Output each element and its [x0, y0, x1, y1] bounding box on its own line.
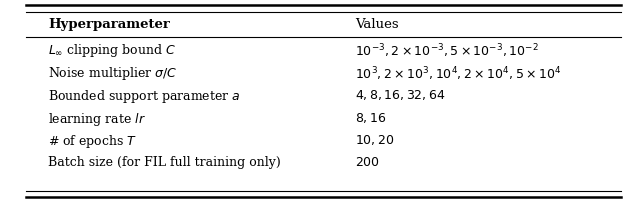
Text: Values: Values: [355, 18, 399, 31]
Text: $10, 20$: $10, 20$: [355, 133, 395, 147]
Text: Batch size (for FIL full training only): Batch size (for FIL full training only): [48, 156, 281, 169]
Text: $10^{-3}, 2 \times 10^{-3}, 5 \times 10^{-3}, 10^{-2}$: $10^{-3}, 2 \times 10^{-3}, 5 \times 10^…: [355, 42, 539, 60]
Text: $L_{\infty}$ clipping bound $C$: $L_{\infty}$ clipping bound $C$: [48, 42, 176, 59]
Text: $10^{3}, 2 \times 10^{3}, 10^{4}, 2 \times 10^{4}, 5 \times 10^{4}$: $10^{3}, 2 \times 10^{3}, 10^{4}, 2 \tim…: [355, 65, 561, 83]
Text: $4, 8, 16, 32, 64$: $4, 8, 16, 32, 64$: [355, 88, 445, 102]
Text: $\#$ of epochs $T$: $\#$ of epochs $T$: [48, 133, 138, 150]
Text: learning rate $lr$: learning rate $lr$: [48, 111, 146, 128]
Text: Hyperparameter: Hyperparameter: [48, 18, 170, 31]
Text: $8, 16$: $8, 16$: [355, 111, 387, 124]
Text: $200$: $200$: [355, 156, 380, 169]
Text: Noise multiplier $\sigma/C$: Noise multiplier $\sigma/C$: [48, 65, 177, 82]
Text: Bounded support parameter $a$: Bounded support parameter $a$: [48, 88, 241, 105]
